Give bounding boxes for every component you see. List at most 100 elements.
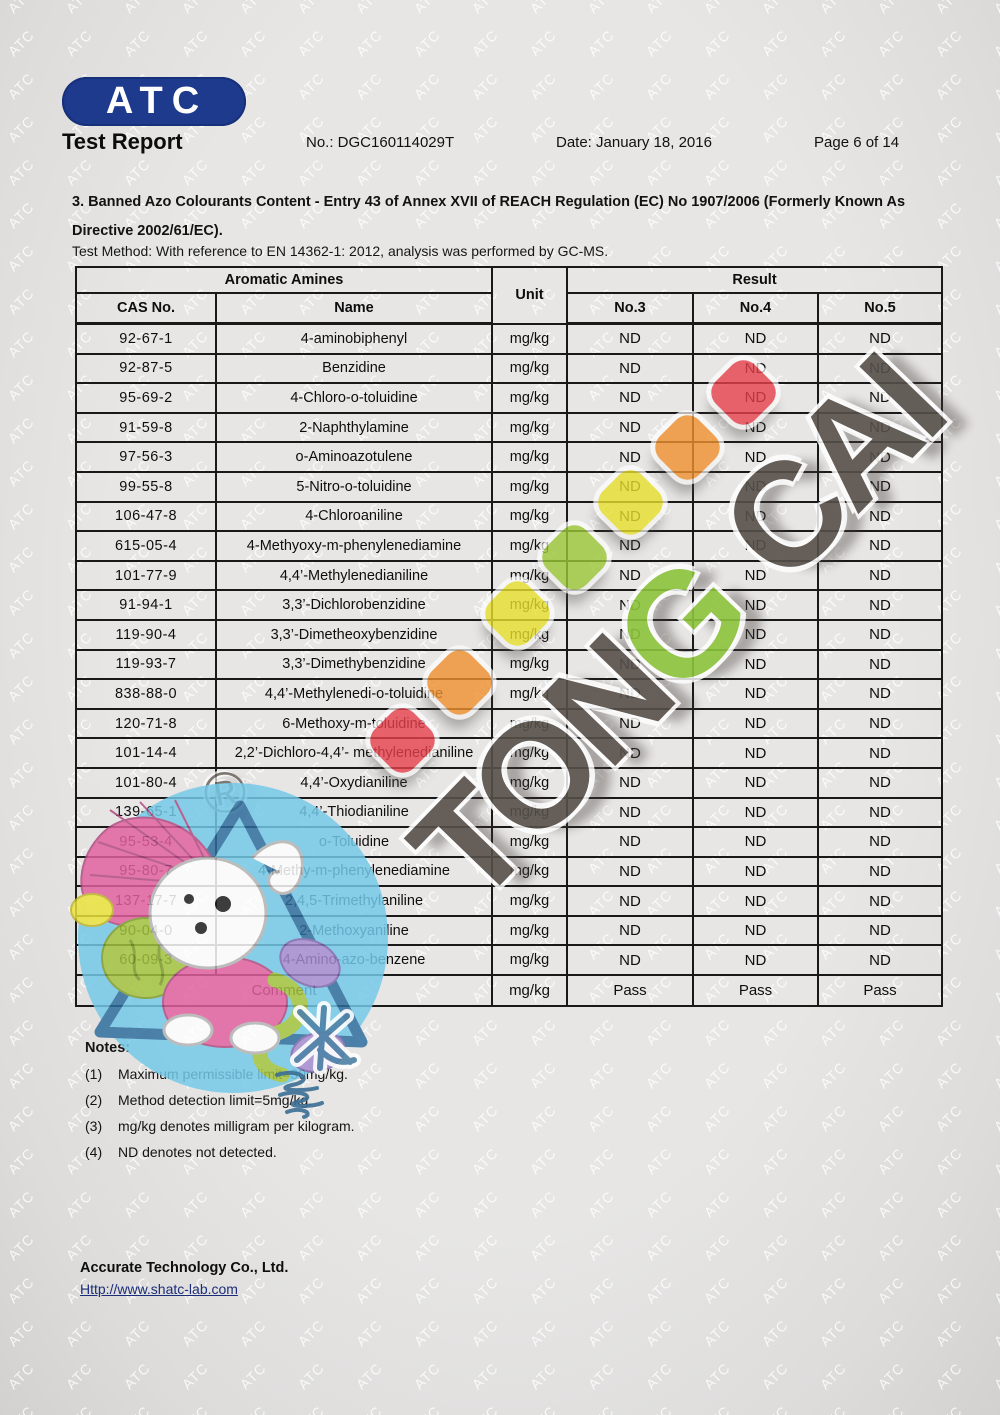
table-row: 106-47-8 4-Chloroaniline mg/kg ND ND ND bbox=[75, 500, 944, 533]
result-no4: ND bbox=[692, 352, 819, 385]
result-no5: ND bbox=[816, 885, 944, 917]
result-no3: ND bbox=[566, 796, 694, 829]
table-row: 90-04-0 2-Methoxyaniline mg/kg ND ND ND bbox=[75, 914, 944, 947]
result-no4: ND bbox=[692, 826, 819, 858]
name-cell: 2-Naphthylamine bbox=[215, 411, 493, 444]
result-no5: ND bbox=[816, 500, 944, 533]
comment-no4: Pass bbox=[692, 974, 819, 1008]
table-row: 95-53-4 o-Toluidine mg/kg ND ND ND bbox=[75, 826, 944, 858]
result-no3: ND bbox=[566, 944, 694, 977]
unit-cell: mg/kg bbox=[491, 530, 568, 562]
notes-list: (1) Maximum permissible limit=30mg/kg. (2… bbox=[85, 1065, 355, 1161]
cas-cell: 60-09-3 bbox=[75, 944, 217, 977]
name-cell: 2,4,5-Trimethylaniline bbox=[215, 885, 493, 917]
name-cell: 2-Methoxyaniline bbox=[215, 914, 493, 947]
result-no4: ND bbox=[692, 885, 819, 917]
header-no5: No.5 bbox=[816, 292, 944, 325]
result-no3: ND bbox=[566, 855, 694, 888]
report-title: Test Report bbox=[62, 129, 183, 154]
result-no3: ND bbox=[566, 914, 694, 947]
cas-cell: 99-55-8 bbox=[75, 470, 217, 503]
page-indicator: Page 6 of 14 bbox=[814, 134, 900, 151]
unit-cell: mg/kg bbox=[491, 914, 568, 947]
result-no5: ND bbox=[816, 441, 944, 473]
result-no4: ND bbox=[692, 796, 819, 829]
unit-cell: mg/kg bbox=[491, 648, 568, 681]
cas-cell: 119-90-4 bbox=[75, 618, 217, 651]
result-no5: ND bbox=[816, 589, 944, 621]
section-heading: 3. Banned Azo Colourants Content - Entry… bbox=[72, 194, 906, 239]
note-item: (2) Method detection limit=5mg/kg. bbox=[85, 1091, 355, 1109]
cas-cell: 139-65-1 bbox=[75, 796, 217, 829]
unit-cell: mg/kg bbox=[491, 322, 568, 355]
result-no5: ND bbox=[816, 530, 944, 562]
cas-cell: 95-69-2 bbox=[75, 382, 217, 414]
table-row: 120-71-8 6-Methoxy-m-toluidine mg/kg ND … bbox=[75, 707, 944, 740]
table-row: 101-80-4 4,4’-Oxydianiline mg/kg ND ND N… bbox=[75, 766, 944, 799]
cas-cell: 119-93-7 bbox=[75, 648, 217, 681]
comment-row: Comment mg/kg Pass Pass Pass bbox=[75, 974, 944, 1008]
header-result: Result bbox=[565, 266, 944, 294]
name-cell: 4-Methy-m-phenylenediamine bbox=[215, 855, 493, 888]
name-cell: 4,4’-Methylenedi-o-toluidine bbox=[215, 678, 493, 710]
unit-cell: mg/kg bbox=[491, 766, 568, 799]
table-row: 139-65-1 4,4’-Thiodianiline mg/kg ND ND … bbox=[75, 796, 944, 829]
result-no4: ND bbox=[692, 855, 819, 888]
result-no5: ND bbox=[816, 411, 944, 444]
result-no5: ND bbox=[816, 944, 944, 977]
website-link[interactable]: Http://www.shatc-lab.com bbox=[80, 1281, 238, 1297]
result-no4: ND bbox=[692, 648, 819, 681]
header-cas: CAS No. bbox=[75, 292, 217, 325]
atc-logo: ATC bbox=[62, 77, 246, 126]
report-number: No.: DGC160114029T bbox=[306, 134, 455, 151]
note-number: (1) bbox=[85, 1066, 103, 1082]
unit-cell: mg/kg bbox=[491, 352, 568, 385]
result-no3: ND bbox=[566, 589, 694, 621]
table-row: 101-14-4 2,2’-Dichloro-4,4’- methylenedi… bbox=[75, 737, 944, 769]
result-no3: ND bbox=[566, 382, 694, 414]
cas-cell: 101-77-9 bbox=[75, 559, 217, 592]
cas-cell: 95-53-4 bbox=[75, 826, 217, 858]
result-no3: ND bbox=[566, 441, 694, 473]
result-no3: ND bbox=[566, 352, 694, 385]
result-no3: ND bbox=[566, 678, 694, 710]
result-no4: ND bbox=[692, 530, 819, 562]
result-no5: ND bbox=[816, 796, 944, 829]
notes-label: Notes: bbox=[85, 1040, 131, 1056]
result-no4: ND bbox=[692, 411, 819, 444]
table-row: 101-77-9 4,4’-Methylenedianiline mg/kg N… bbox=[75, 559, 944, 592]
cas-cell: 92-67-1 bbox=[75, 322, 217, 355]
unit-cell: mg/kg bbox=[491, 826, 568, 858]
result-no5: ND bbox=[816, 678, 944, 710]
cas-cell: 101-14-4 bbox=[75, 737, 217, 769]
unit-cell: mg/kg bbox=[491, 382, 568, 414]
table-row: 137-17-7 2,4,5-Trimethylaniline mg/kg ND… bbox=[75, 885, 944, 917]
note-item: (3) mg/kg denotes milligram per kilogram. bbox=[85, 1117, 355, 1135]
result-no4: ND bbox=[692, 500, 819, 533]
name-cell: 4-aminobiphenyl bbox=[215, 322, 493, 355]
table-row: 91-94-1 3,3’-Dichlorobenzidine mg/kg ND … bbox=[75, 589, 944, 621]
cas-cell: 838-88-0 bbox=[75, 678, 217, 710]
result-no5: ND bbox=[816, 322, 944, 355]
cas-cell: 92-87-5 bbox=[75, 352, 217, 385]
name-cell: 4-Amino-azo-benzene bbox=[215, 944, 493, 977]
name-cell: o-Aminoazotulene bbox=[215, 441, 493, 473]
result-no5: ND bbox=[816, 559, 944, 592]
result-no3: ND bbox=[566, 885, 694, 917]
result-no5: ND bbox=[816, 826, 944, 858]
cas-cell: 91-59-8 bbox=[75, 411, 217, 444]
note-text: Maximum permissible limit=30mg/kg. bbox=[118, 1066, 348, 1082]
result-no5: ND bbox=[816, 914, 944, 947]
result-no4: ND bbox=[692, 441, 819, 473]
unit-cell: mg/kg bbox=[491, 678, 568, 710]
table-row: 838-88-0 4,4’-Methylenedi-o-toluidine mg… bbox=[75, 678, 944, 710]
notes-block: Notes: (1) Maximum permissible limit=30mg… bbox=[85, 1040, 355, 1169]
results-table-body: 92-67-1 4-aminobiphenyl mg/kg ND ND ND 9… bbox=[75, 322, 944, 977]
result-no3: ND bbox=[566, 766, 694, 799]
result-no5: ND bbox=[816, 707, 944, 740]
table-row: 99-55-8 5-Nitro-o-toluidine mg/kg ND ND … bbox=[75, 470, 944, 503]
table-row: 95-69-2 4-Chloro-o-toluidine mg/kg ND ND… bbox=[75, 382, 944, 414]
unit-cell: mg/kg bbox=[491, 470, 568, 503]
note-text: Method detection limit=5mg/kg. bbox=[118, 1092, 313, 1108]
